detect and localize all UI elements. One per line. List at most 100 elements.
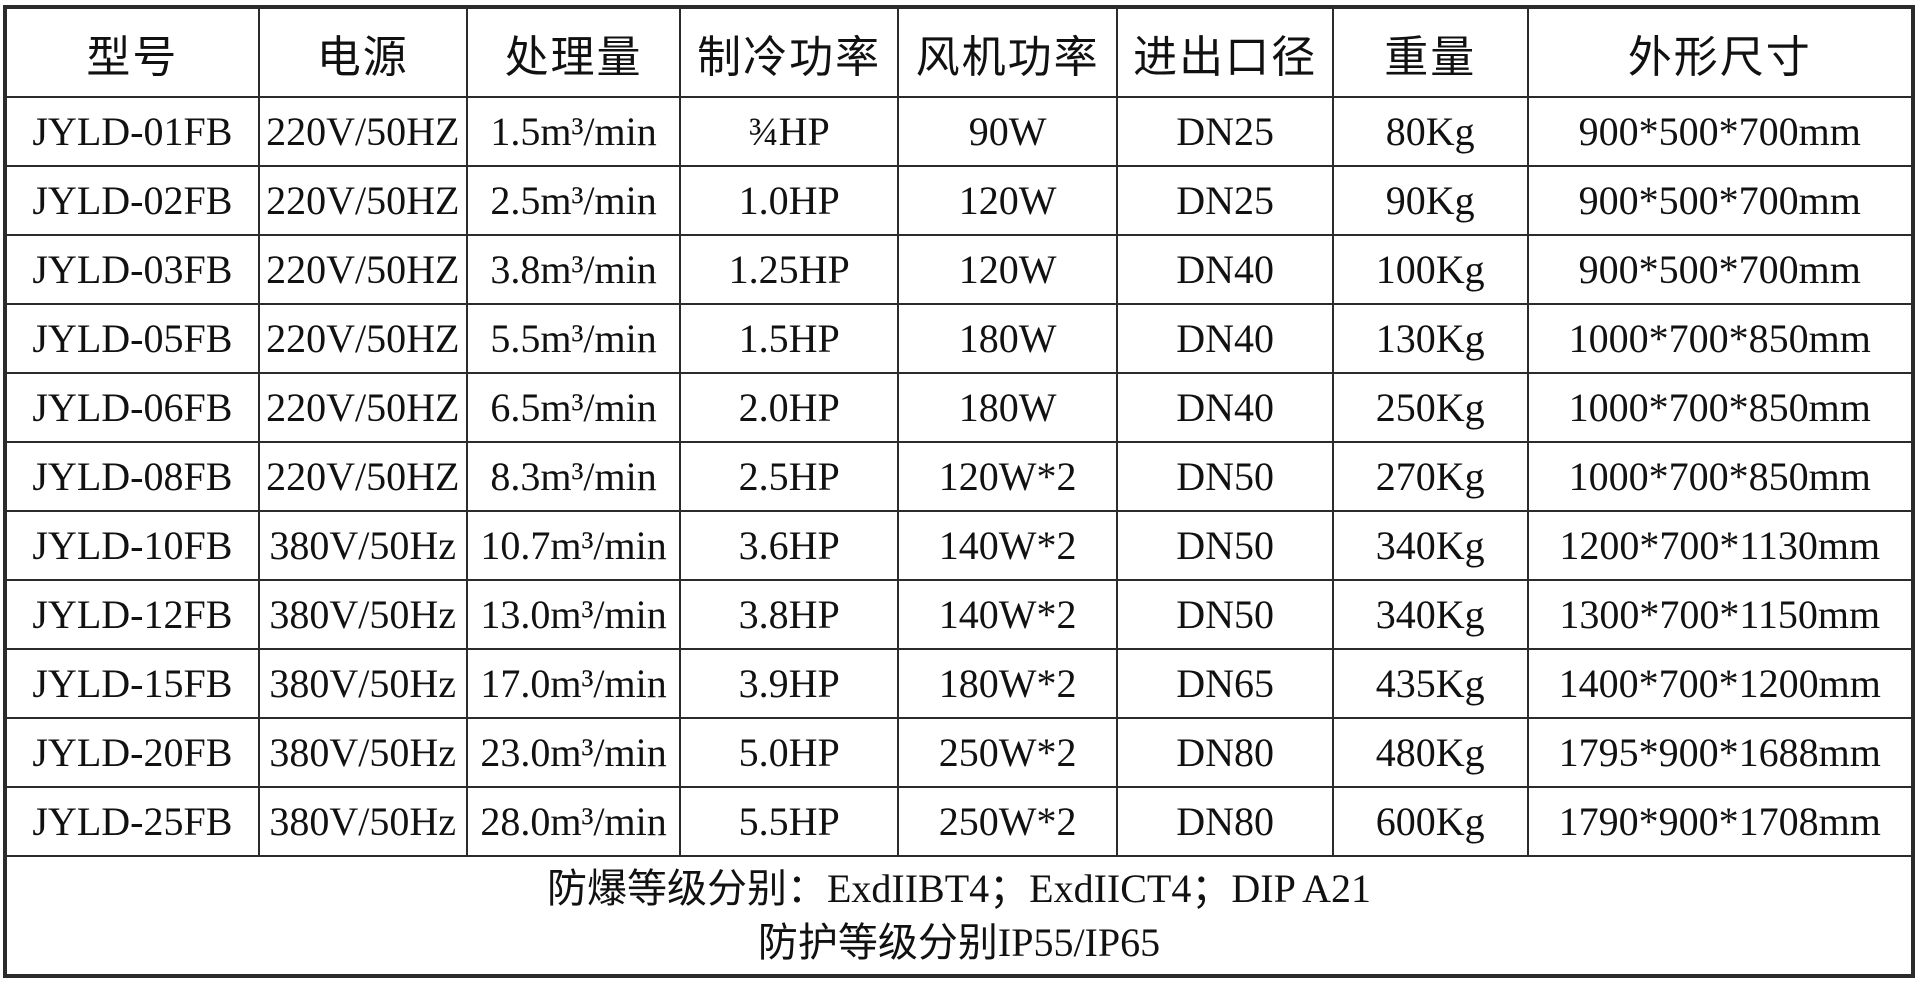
column-header-dimensions: 外形尺寸 [1526, 6, 1915, 98]
cell-inlet-outlet-diameter: DN50 [1116, 579, 1334, 650]
cell-power-supply: 220V/50HZ [257, 372, 468, 443]
cell-fan-power: 250W*2 [896, 786, 1119, 857]
cell-model: JYLD-25FB [4, 786, 260, 857]
cell-model: JYLD-02FB [4, 165, 260, 236]
table-row: JYLD-06FB 220V/50HZ 6.5m³/min 2.0HP 180W DN40… [4, 372, 1915, 443]
cell-dimensions: 1790*900*1708mm [1526, 786, 1915, 857]
cell-inlet-outlet-diameter: DN80 [1116, 786, 1334, 857]
cell-cooling-power: 5.0HP [679, 717, 899, 788]
cell-weight: 250Kg [1331, 372, 1529, 443]
cell-weight: 80Kg [1331, 96, 1529, 167]
cell-dimensions: 1000*700*850mm [1526, 372, 1915, 443]
cell-power-supply: 220V/50HZ [257, 441, 468, 512]
cell-inlet-outlet-diameter: DN40 [1116, 303, 1334, 374]
cell-processing-capacity: 28.0m³/min [465, 786, 682, 857]
cell-dimensions: 1000*700*850mm [1526, 303, 1915, 374]
cell-weight: 435Kg [1331, 648, 1529, 719]
cell-processing-capacity: 3.8m³/min [465, 234, 682, 305]
cell-processing-capacity: 1.5m³/min [465, 96, 682, 167]
cell-dimensions: 900*500*700mm [1526, 165, 1915, 236]
cell-weight: 340Kg [1331, 579, 1529, 650]
cell-processing-capacity: 17.0m³/min [465, 648, 682, 719]
cell-processing-capacity: 2.5m³/min [465, 165, 682, 236]
cell-fan-power: 250W*2 [896, 717, 1119, 788]
column-header-inlet-outlet-diameter: 进出口径 [1116, 6, 1334, 98]
cell-weight: 270Kg [1331, 441, 1529, 512]
notes-cell: 防爆等级分别：ExdIIBT4；ExdIICT4；DIP A21 防护等级分别I… [4, 855, 1914, 977]
cell-power-supply: 380V/50Hz [257, 717, 468, 788]
cell-cooling-power: 3.6HP [679, 510, 899, 581]
table-row: JYLD-01FB 220V/50HZ 1.5m³/min ¾HP 90W DN25 80K… [4, 96, 1915, 167]
cell-weight: 100Kg [1331, 234, 1529, 305]
cell-model: JYLD-06FB [4, 372, 260, 443]
column-header-cooling-power: 制冷功率 [679, 6, 899, 98]
cell-cooling-power: ¾HP [679, 96, 899, 167]
cell-dimensions: 900*500*700mm [1526, 234, 1915, 305]
cell-fan-power: 120W [896, 165, 1119, 236]
table-row: JYLD-10FB 380V/50Hz 10.7m³/min 3.6HP 140W*2 D… [4, 510, 1915, 581]
cell-dimensions: 1795*900*1688mm [1526, 717, 1915, 788]
cell-cooling-power: 1.25HP [679, 234, 899, 305]
cell-model: JYLD-05FB [4, 303, 260, 374]
cell-cooling-power: 2.5HP [679, 441, 899, 512]
cell-fan-power: 180W [896, 372, 1119, 443]
cell-weight: 600Kg [1331, 786, 1529, 857]
cell-fan-power: 90W [896, 96, 1119, 167]
cell-cooling-power: 5.5HP [679, 786, 899, 857]
cell-processing-capacity: 8.3m³/min [465, 441, 682, 512]
cell-inlet-outlet-diameter: DN80 [1116, 717, 1334, 788]
cell-cooling-power: 1.0HP [679, 165, 899, 236]
column-header-model: 型号 [4, 6, 260, 98]
cell-power-supply: 220V/50HZ [257, 303, 468, 374]
table-row: JYLD-05FB 220V/50HZ 5.5m³/min 1.5HP 180W DN40… [4, 303, 1915, 374]
cell-dimensions: 1300*700*1150mm [1526, 579, 1915, 650]
cell-inlet-outlet-diameter: DN40 [1116, 234, 1334, 305]
cell-inlet-outlet-diameter: DN50 [1116, 510, 1334, 581]
cell-model: JYLD-10FB [4, 510, 260, 581]
cell-processing-capacity: 5.5m³/min [465, 303, 682, 374]
cell-fan-power: 140W*2 [896, 510, 1119, 581]
cell-model: JYLD-01FB [4, 96, 260, 167]
cell-cooling-power: 3.8HP [679, 579, 899, 650]
product-spec-table: 型号 电源 处理量 制冷功率 风机功率 进出口径 重量 外形尺寸 JYLD-01FB 220V/… [3, 5, 1915, 978]
cell-inlet-outlet-diameter: DN25 [1116, 96, 1334, 167]
table-row: JYLD-08FB 220V/50HZ 8.3m³/min 2.5HP 120W*2 DN… [4, 441, 1915, 512]
cell-fan-power: 180W*2 [896, 648, 1119, 719]
table-row: JYLD-25FB 380V/50Hz 28.0m³/min 5.5HP 250W*2 D… [4, 786, 1915, 857]
table-row: JYLD-20FB 380V/50Hz 23.0m³/min 5.0HP 250W*2 D… [4, 717, 1915, 788]
cell-fan-power: 120W*2 [896, 441, 1119, 512]
cell-weight: 340Kg [1331, 510, 1529, 581]
table-row: JYLD-02FB 220V/50HZ 2.5m³/min 1.0HP 120W DN25… [4, 165, 1915, 236]
cell-fan-power: 180W [896, 303, 1119, 374]
cell-power-supply: 220V/50HZ [257, 165, 468, 236]
notes-row: 防爆等级分别：ExdIIBT4；ExdIICT4；DIP A21 防护等级分别I… [4, 855, 1914, 977]
cell-weight: 90Kg [1331, 165, 1529, 236]
cell-model: JYLD-03FB [4, 234, 260, 305]
cell-processing-capacity: 6.5m³/min [465, 372, 682, 443]
column-header-fan-power: 风机功率 [896, 6, 1119, 98]
cell-dimensions: 1200*700*1130mm [1526, 510, 1915, 581]
cell-cooling-power: 3.9HP [679, 648, 899, 719]
cell-inlet-outlet-diameter: DN65 [1116, 648, 1334, 719]
cell-inlet-outlet-diameter: DN40 [1116, 372, 1334, 443]
cell-weight: 480Kg [1331, 717, 1529, 788]
cell-power-supply: 380V/50Hz [257, 648, 468, 719]
cell-cooling-power: 1.5HP [679, 303, 899, 374]
header-row: 型号 电源 处理量 制冷功率 风机功率 进出口径 重量 外形尺寸 [4, 6, 1915, 98]
cell-model: JYLD-12FB [4, 579, 260, 650]
column-header-weight: 重量 [1331, 6, 1529, 98]
cell-processing-capacity: 13.0m³/min [465, 579, 682, 650]
cell-model: JYLD-20FB [4, 717, 260, 788]
cell-model: JYLD-08FB [4, 441, 260, 512]
cell-fan-power: 120W [896, 234, 1119, 305]
cell-inlet-outlet-diameter: DN50 [1116, 441, 1334, 512]
cell-processing-capacity: 10.7m³/min [465, 510, 682, 581]
explosion-proof-rating-note: 防爆等级分别：ExdIIBT4；ExdIICT4；DIP A21 [546, 865, 1372, 911]
cell-dimensions: 900*500*700mm [1526, 96, 1915, 167]
cell-inlet-outlet-diameter: DN25 [1116, 165, 1334, 236]
cell-power-supply: 380V/50Hz [257, 786, 468, 857]
cell-dimensions: 1400*700*1200mm [1526, 648, 1915, 719]
cell-dimensions: 1000*700*850mm [1526, 441, 1915, 512]
cell-power-supply: 220V/50HZ [257, 96, 468, 167]
